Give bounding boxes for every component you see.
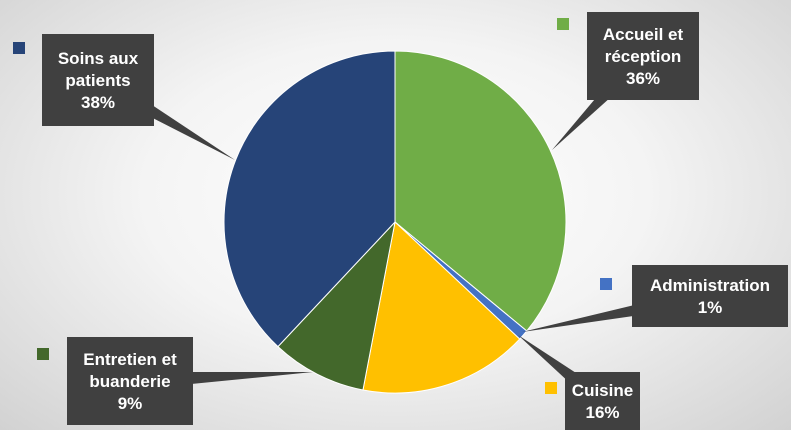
data-label-administration: Administration 1% <box>600 265 788 327</box>
data-labels-layer: Accueil et réception 36% Administration 1% Cu… <box>13 12 788 430</box>
legend-marker-entretien-et-buanderie <box>37 348 49 360</box>
data-label-percent: 1% <box>698 298 723 317</box>
data-label-category: Administration <box>650 276 770 295</box>
data-label-box <box>67 337 193 425</box>
data-label-accueil-et-reception: Accueil et réception 36% <box>557 12 699 100</box>
data-label-category: Cuisine <box>572 381 633 400</box>
data-label-category: Soins aux <box>58 49 139 68</box>
pie-slice-accueil-et-reception <box>394 50 567 332</box>
data-label-percent: 9% <box>118 394 143 413</box>
data-label-percent: 16% <box>585 403 619 422</box>
data-label-box <box>632 265 788 327</box>
legend-marker-accueil-et-reception <box>557 18 569 30</box>
data-label-percent: 36% <box>626 69 660 88</box>
data-label-category: patients <box>65 71 130 90</box>
data-label-box <box>42 34 154 126</box>
data-label-category: Entretien et <box>83 350 177 369</box>
data-label-entretien-et-buanderie: Entretien et buanderie 9% <box>37 337 193 425</box>
data-label-category: buanderie <box>89 372 170 391</box>
legend-marker-soins-aux-patients <box>13 42 25 54</box>
data-label-box <box>587 12 699 100</box>
data-label-category: réception <box>605 47 682 66</box>
legend-marker-administration <box>600 278 612 290</box>
data-label-box <box>565 372 640 430</box>
data-label-cuisine: Cuisine 16% <box>545 372 640 430</box>
data-label-percent: 38% <box>81 93 115 112</box>
data-label-soins-aux-patients: Soins aux patients 38% <box>13 34 154 126</box>
pie-slice-cuisine <box>362 221 521 394</box>
data-label-category: Accueil et <box>603 25 684 44</box>
legend-marker-cuisine <box>545 382 557 394</box>
slices-layer <box>223 50 567 394</box>
pie-slice-soins-aux-patients <box>223 50 396 348</box>
pie-slice-entretien-et-buanderie <box>277 220 396 391</box>
